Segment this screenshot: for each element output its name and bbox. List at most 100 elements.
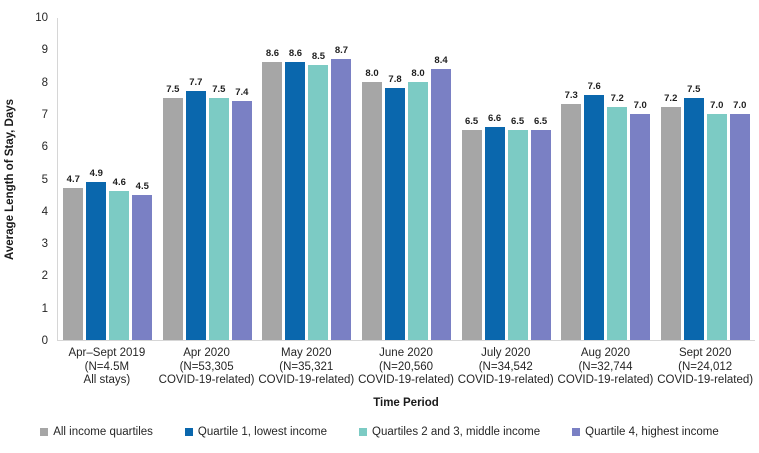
- y-tick-label: 10: [35, 12, 48, 24]
- bar-value-label: 7.0: [710, 99, 724, 111]
- bar: [109, 191, 130, 340]
- bar-with-label: 7.0: [729, 99, 750, 340]
- bar: [729, 113, 750, 340]
- bar-with-label: 8.6: [262, 48, 283, 340]
- x-category-label: May 2020 (N=35,321 COVID-19-related): [258, 347, 355, 386]
- bar: [630, 113, 651, 340]
- bar-with-label: 6.5: [507, 116, 528, 340]
- bar-value-label: 7.5: [687, 83, 701, 95]
- x-axis-title: Time Period: [373, 397, 439, 409]
- bar-with-label: 7.5: [208, 83, 229, 340]
- bar: [461, 130, 482, 340]
- bar-with-label: 7.0: [706, 99, 727, 340]
- x-category-label: Sept 2020 (N=24,012 COVID-19-related): [657, 347, 754, 386]
- bar-value-label: 7.0: [733, 99, 747, 111]
- x-axis-category-labels: Apr–Sept 2019 (N=4.5M All stays) Apr 2020 (N…: [57, 347, 755, 388]
- bar-with-label: 8.7: [331, 45, 352, 340]
- x-category-label: Apr 2020 (N=53,305 COVID-19-related): [158, 347, 255, 386]
- y-tick-label: 1: [41, 302, 48, 315]
- bar: [561, 104, 582, 340]
- bar: [362, 81, 383, 340]
- bar-group: 8.6 8.6 8.5 8.7: [257, 18, 357, 340]
- legend-swatch: [40, 428, 49, 436]
- bar-with-label: 8.4: [431, 54, 452, 340]
- bar-group: 7.2 7.5 7.0 7.0: [655, 18, 755, 340]
- bar-value-label: 7.7: [189, 77, 203, 89]
- legend-label: Quartiles 2 and 3, middle income: [372, 426, 541, 438]
- bar-value-label: 4.5: [135, 180, 149, 192]
- bar-value-label: 7.8: [388, 74, 402, 86]
- legend-label: Quartile 4, highest income: [585, 426, 719, 438]
- bar-with-label: 4.7: [63, 174, 84, 340]
- bar-value-label: 7.5: [212, 83, 226, 95]
- bar: [507, 130, 528, 340]
- bar-with-label: 7.5: [162, 83, 183, 340]
- y-tick-label: 9: [41, 44, 48, 57]
- bar: [431, 68, 452, 340]
- y-tick-label: 5: [41, 173, 48, 186]
- bar-group: 7.5 7.7 7.5 7.4: [158, 18, 258, 340]
- bar: [584, 94, 605, 340]
- bar-value-label: 4.9: [89, 167, 103, 179]
- x-category-label: Apr–Sept 2019 (N=4.5M All stays): [68, 347, 146, 386]
- bar-with-label: 4.9: [86, 167, 107, 340]
- bar-with-label: 8.5: [308, 51, 329, 340]
- bar-with-label: 7.7: [185, 77, 206, 340]
- bar-value-label: 8.7: [334, 45, 349, 56]
- bar: [331, 59, 352, 340]
- legend-item: Quartile 1, lowest income: [184, 426, 328, 438]
- bar-with-label: 4.6: [109, 177, 130, 340]
- bar-with-label: 4.5: [132, 180, 153, 340]
- bar-value-label: 7.6: [587, 80, 601, 92]
- bar-value-label: 8.6: [265, 48, 280, 60]
- bar-value-label: 7.3: [564, 90, 578, 102]
- bar-value-label: 7.5: [166, 83, 180, 95]
- bar: [63, 188, 84, 340]
- bar-value-label: 6.6: [487, 112, 502, 124]
- bar-value-label: 8.0: [411, 67, 425, 79]
- y-axis-title: Average Length of Stay, Days: [4, 98, 16, 261]
- bar: [231, 100, 252, 340]
- bar-with-label: 6.5: [461, 116, 482, 340]
- bar-value-label: 7.0: [633, 99, 647, 111]
- y-tick-label: 3: [41, 238, 48, 251]
- y-tick-label: 6: [41, 141, 48, 154]
- bar: [607, 107, 628, 340]
- bar: [385, 88, 406, 340]
- bar-with-label: 6.6: [484, 112, 505, 340]
- plot-area: 4.7 4.9 4.6 4.5 7.5 7.7 7.5 7.4 8.6 8.6 8.5 8.7 8.0 7…: [57, 18, 755, 341]
- x-category-label: June 2020 (N=20,560 COVID-19-related): [358, 347, 454, 386]
- bar-value-label: 6.5: [464, 116, 479, 128]
- legend-swatch: [572, 428, 581, 436]
- bar-with-label: 7.2: [607, 93, 628, 340]
- bar-with-label: 8.0: [362, 67, 383, 340]
- bar-value-label: 7.2: [664, 93, 678, 105]
- bar: [706, 113, 727, 340]
- bar-with-label: 7.3: [561, 90, 582, 340]
- bar: [660, 107, 681, 340]
- bar: [185, 91, 206, 340]
- legend-item: Quartiles 2 and 3, middle income: [359, 426, 540, 438]
- bar-group: 6.5 6.6 6.5 6.5: [456, 18, 556, 340]
- bar-with-label: 7.8: [385, 74, 406, 340]
- bar-with-label: 8.6: [285, 48, 306, 340]
- bar-value-label: 6.5: [533, 116, 548, 128]
- bar-value-label: 8.4: [434, 54, 448, 66]
- y-tick-label: 8: [41, 76, 48, 89]
- y-tick-label: 0: [41, 335, 48, 347]
- bar-with-label: 8.0: [408, 67, 429, 340]
- legend-item: Quartile 4, highest income: [572, 426, 719, 438]
- bar: [86, 181, 107, 340]
- bar: [262, 62, 283, 340]
- bar-value-label: 7.2: [610, 93, 624, 105]
- y-tick-label: 7: [41, 108, 48, 121]
- bar-value-label: 8.0: [365, 67, 379, 79]
- y-tick-label: 2: [41, 270, 48, 283]
- bar: [408, 81, 429, 340]
- bar: [484, 126, 505, 340]
- legend-label: Quartile 1, lowest income: [197, 426, 328, 438]
- bar-value-label: 6.5: [510, 116, 525, 128]
- bar-value-label: 4.7: [66, 174, 80, 186]
- bar: [683, 97, 704, 340]
- bar-with-label: 7.4: [231, 87, 252, 340]
